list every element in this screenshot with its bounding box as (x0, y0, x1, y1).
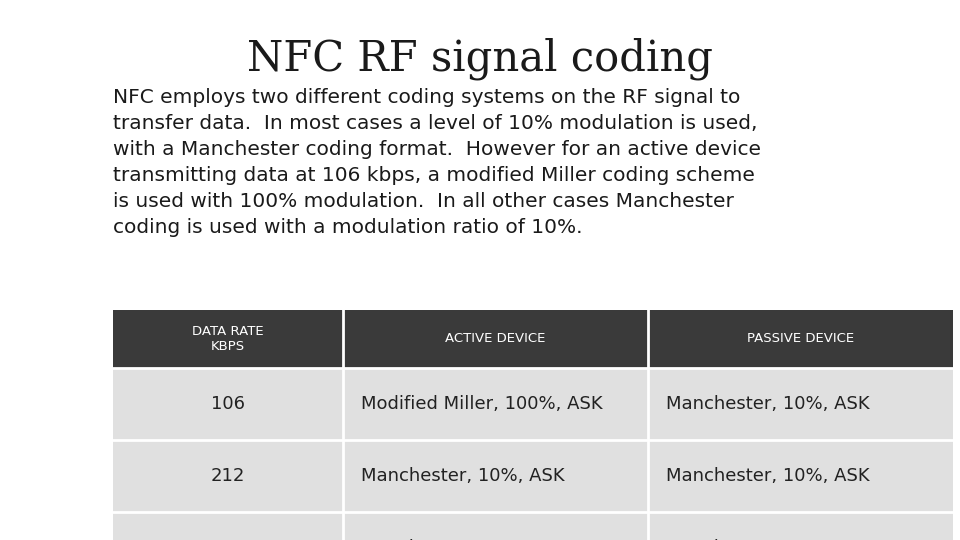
Bar (113, 512, 343, 540)
Text: Manchester, 10%, ASK: Manchester, 10%, ASK (666, 539, 870, 540)
Text: transmitting data at 106 kbps, a modified Miller coding scheme: transmitting data at 106 kbps, a modifie… (113, 166, 755, 185)
Bar (343, 368, 648, 440)
Bar (648, 368, 953, 440)
Bar (343, 512, 648, 540)
Bar (113, 440, 343, 512)
Text: coding is used with a modulation ratio of 10%.: coding is used with a modulation ratio o… (113, 218, 583, 237)
Text: transfer data.  In most cases a level of 10% modulation is used,: transfer data. In most cases a level of … (113, 114, 757, 133)
Text: 106: 106 (211, 395, 245, 413)
Text: Manchester, 10%, ASK: Manchester, 10%, ASK (666, 467, 870, 485)
Bar (648, 512, 953, 540)
Bar (113, 368, 343, 440)
Text: 212: 212 (211, 467, 245, 485)
Bar (648, 310, 953, 368)
Bar (648, 440, 953, 512)
Text: with a Manchester coding format.  However for an active device: with a Manchester coding format. However… (113, 140, 761, 159)
Text: NFC employs two different coding systems on the RF signal to: NFC employs two different coding systems… (113, 88, 740, 107)
Text: Manchester, 10%, ASK: Manchester, 10%, ASK (361, 539, 564, 540)
Text: ACTIVE DEVICE: ACTIVE DEVICE (445, 333, 545, 346)
Bar (113, 310, 343, 368)
Text: NFC RF signal coding: NFC RF signal coding (247, 38, 713, 80)
Text: Modified Miller, 100%, ASK: Modified Miller, 100%, ASK (361, 395, 603, 413)
Text: Manchester, 10%, ASK: Manchester, 10%, ASK (361, 467, 564, 485)
Text: 424: 424 (211, 539, 245, 540)
Text: Manchester, 10%, ASK: Manchester, 10%, ASK (666, 395, 870, 413)
Text: is used with 100% modulation.  In all other cases Manchester: is used with 100% modulation. In all oth… (113, 192, 733, 211)
Text: PASSIVE DEVICE: PASSIVE DEVICE (747, 333, 854, 346)
Bar (343, 440, 648, 512)
Bar (343, 310, 648, 368)
Text: DATA RATE
KBPS: DATA RATE KBPS (192, 325, 264, 353)
